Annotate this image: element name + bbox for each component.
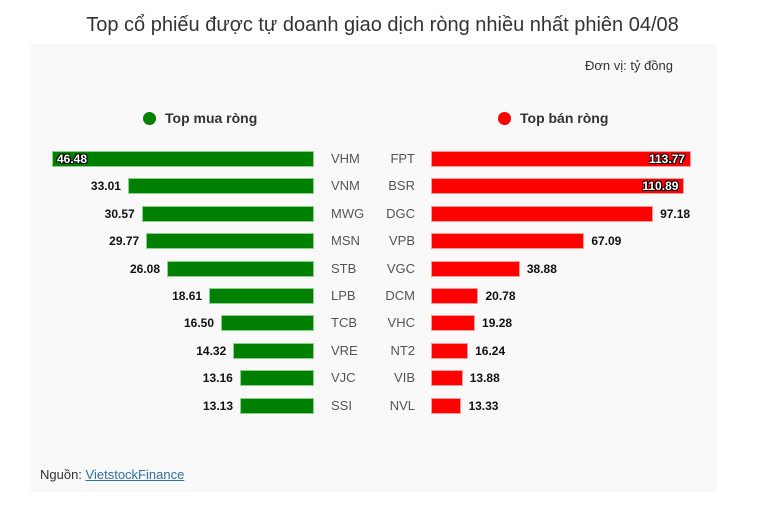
buy-bar[interactable]	[52, 151, 314, 167]
buy-ticker-label: MWG	[331, 205, 365, 221]
sell-value-label: 113.77	[648, 152, 685, 166]
bar-row: 13.13 SSI NVL 13.33	[30, 397, 717, 414]
sell-bar[interactable]	[431, 342, 469, 359]
legend-dot-green-icon	[143, 111, 156, 125]
sell-ticker-label: FPT	[390, 151, 415, 166]
buy-value-label: 18.61	[172, 289, 203, 303]
chart-panel: Đơn vị: tỷ đồng Top mua ròng Top bán ròn…	[30, 44, 717, 492]
sell-bar[interactable]	[431, 370, 463, 387]
legend-buy[interactable]: Top mua ròng	[143, 110, 257, 126]
bar-row: 13.16 VJC VIB 13.88	[30, 370, 717, 387]
buy-ticker-label: VJC	[331, 370, 356, 386]
legend-buy-label: Top mua ròng	[165, 110, 258, 126]
buy-bar[interactable]	[166, 260, 314, 277]
sell-value-label: 20.78	[485, 289, 516, 303]
bar-row: 18.61 LPB DCM 20.78	[30, 288, 717, 304]
buy-ticker-label: LPB	[331, 288, 356, 303]
buy-ticker-label: TCB	[331, 315, 357, 331]
sell-bar[interactable]	[431, 233, 585, 250]
sell-ticker-label: NT2	[390, 342, 415, 358]
buy-value-label: 14.32	[196, 343, 227, 358]
buy-bar[interactable]	[127, 178, 314, 195]
buy-value-label: 33.01	[90, 179, 121, 194]
buy-bar[interactable]	[239, 370, 314, 387]
buy-ticker-label: VRE	[331, 342, 358, 358]
buy-value-label: 13.16	[202, 371, 233, 386]
sell-ticker-label: BSR	[388, 178, 415, 194]
bar-row: 33.01 VNM BSR 110.89	[30, 178, 717, 195]
sell-ticker-label: VHC	[387, 315, 415, 331]
bar-row: 16.50 TCB VHC 19.28	[30, 315, 717, 332]
sell-value-label: 110.89	[642, 179, 679, 194]
sell-ticker-label: VGC	[386, 260, 415, 276]
bar-row: 14.32 VRE NT2 16.24	[30, 342, 717, 359]
unit-label: Đơn vị: tỷ đồng	[584, 58, 673, 73]
source-note: Nguồn: VietstockFinance	[40, 467, 184, 482]
bar-row: 26.08 STB VGC 38.88	[30, 260, 717, 277]
sell-value-label: 97.18	[660, 206, 691, 221]
sell-ticker-label: DGC	[386, 205, 415, 221]
legend-dot-red-icon	[498, 111, 511, 125]
buy-value-label: 13.13	[202, 398, 233, 413]
buy-ticker-label: MSN	[331, 233, 360, 249]
buy-value-label: 26.08	[129, 261, 160, 276]
buy-ticker-label: VHM	[331, 151, 360, 166]
buy-bar[interactable]	[146, 233, 314, 250]
buy-value-label: 16.50	[183, 316, 214, 331]
buy-bar[interactable]	[141, 205, 314, 222]
bar-row: 29.77 MSN VPB 67.09	[30, 233, 717, 250]
buy-ticker-label: SSI	[331, 397, 352, 413]
sell-bar[interactable]	[431, 315, 476, 332]
buy-bar[interactable]	[220, 315, 314, 332]
sell-bar[interactable]	[431, 205, 654, 222]
buy-bar[interactable]	[239, 397, 314, 414]
source-link[interactable]: VietstockFinance	[85, 467, 185, 482]
legend-sell-label: Top bán ròng	[520, 110, 609, 126]
buy-ticker-label: VNM	[331, 178, 360, 194]
source-prefix: Nguồn:	[40, 467, 86, 482]
bar-row: 30.57 MWG DGC 97.18	[30, 205, 717, 222]
chart-title: Top cổ phiếu được tự doanh giao dịch ròn…	[86, 14, 679, 36]
buy-ticker-label: STB	[331, 260, 357, 276]
sell-value-label: 13.88	[469, 371, 500, 386]
sell-value-label: 19.28	[482, 316, 513, 331]
buy-bar[interactable]	[233, 342, 314, 359]
buy-bar[interactable]	[209, 288, 314, 304]
buy-value-label: 30.57	[104, 206, 135, 221]
sell-value-label: 38.88	[526, 261, 557, 276]
sell-ticker-label: VPB	[388, 233, 415, 249]
buy-value-label: 29.77	[109, 234, 140, 249]
bar-row: 46.48 VHM FPT 113.77	[30, 151, 717, 167]
sell-ticker-label: VIB	[394, 370, 415, 386]
sell-bar[interactable]	[431, 151, 691, 167]
sell-ticker-label: NVL	[389, 397, 415, 413]
sell-value-label: 16.24	[475, 343, 506, 358]
legend-sell[interactable]: Top bán ròng	[498, 110, 608, 126]
sell-value-label: 13.33	[468, 398, 499, 413]
buy-value-label: 46.48	[57, 152, 88, 166]
sell-bar[interactable]	[431, 397, 462, 414]
sell-bar[interactable]	[431, 178, 685, 195]
sell-bar[interactable]	[431, 260, 520, 277]
sell-bar[interactable]	[431, 288, 479, 304]
sell-ticker-label: DCM	[385, 288, 415, 303]
sell-value-label: 67.09	[591, 234, 622, 249]
